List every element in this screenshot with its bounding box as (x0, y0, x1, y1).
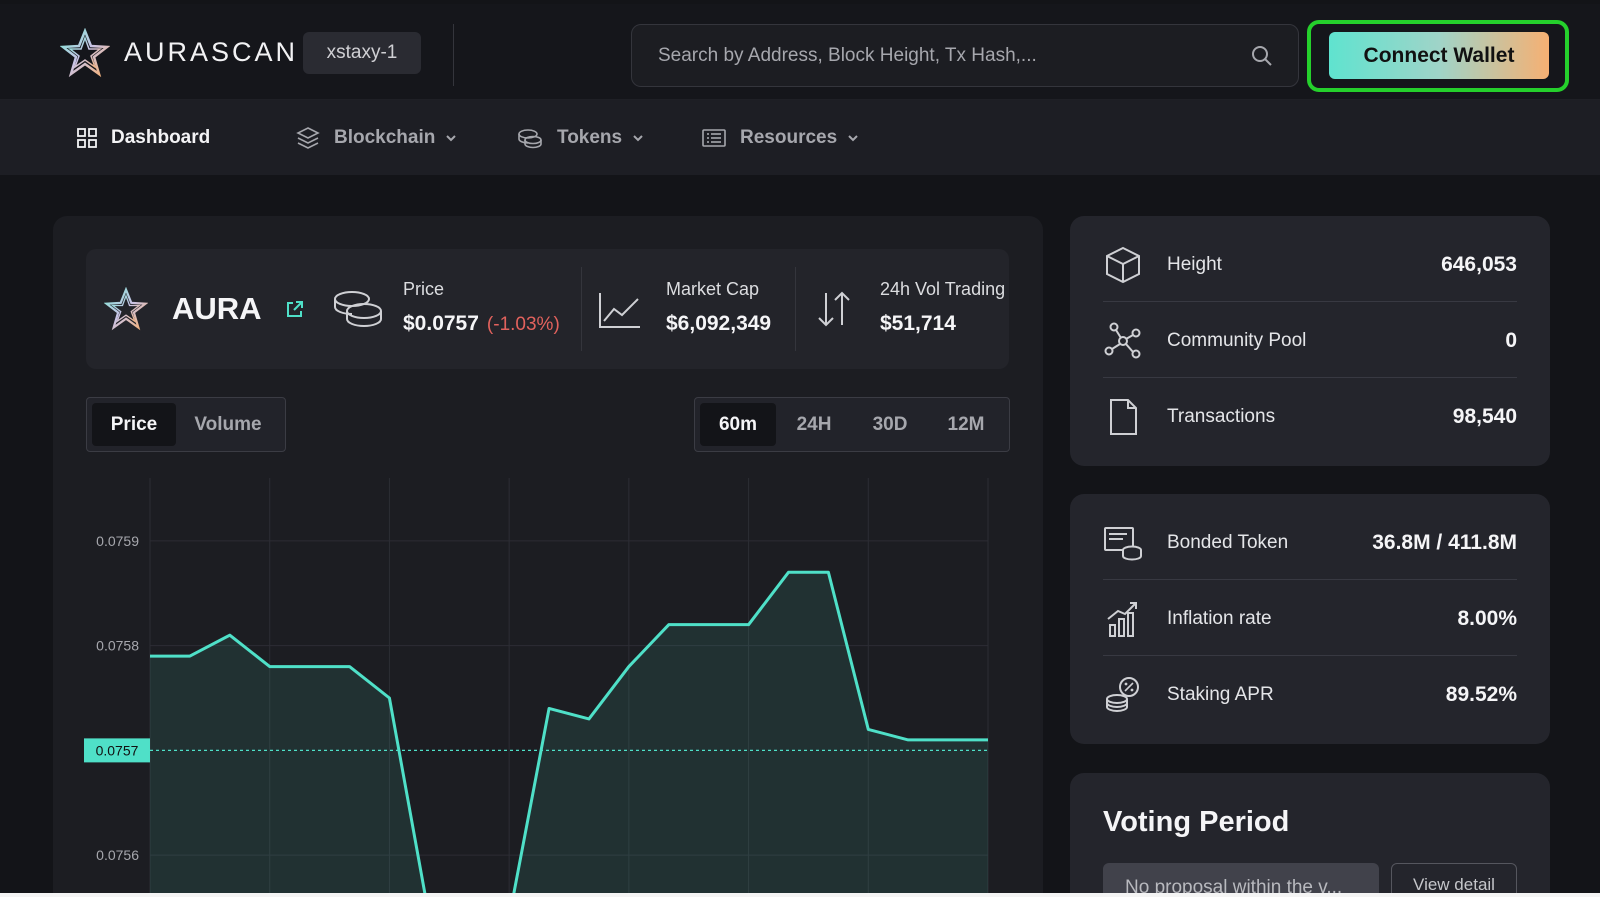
header-divider (453, 24, 454, 86)
network-icon (1104, 322, 1141, 358)
stat-row-height: Height 646,053 (1103, 228, 1517, 302)
nav-label: Blockchain (334, 126, 436, 148)
price-panel: AURA Price $0.0757 (-1.03%) Market Cap $6… (53, 216, 1043, 897)
main-nav: Dashboard Blockchain Tokens Reso (0, 100, 1600, 175)
bottom-edge (0, 893, 1600, 897)
cube-icon (1106, 246, 1140, 283)
staking-stats-panel: Bonded Token 36.8M / 411.8M Inflation ra… (1070, 494, 1550, 744)
nav-item-resources[interactable]: Resources (702, 100, 859, 175)
layers-icon (296, 126, 320, 149)
metric-toggle: Price Volume (86, 397, 286, 452)
y-tick-label: 0.0758 (96, 638, 139, 654)
price-area (150, 572, 988, 897)
stat-label: Height (1167, 253, 1222, 275)
no-proposal-message: No proposal within the v... (1103, 863, 1379, 897)
network-stats-panel: Height 646,053 Community Pool 0 Transact… (1070, 216, 1550, 466)
stat-row-inflation-rate: Inflation rate 8.00% (1103, 582, 1517, 656)
tab-24h[interactable]: 24H (776, 403, 852, 446)
price-label: Price (403, 279, 445, 299)
vol-label: 24h Vol Trading (880, 279, 1006, 299)
percent-coins-icon (1106, 677, 1139, 713)
nav-label: Tokens (557, 126, 623, 148)
bonded-token-icon (1104, 526, 1142, 561)
range-toggle: 60m 24H 30D 12M (694, 397, 1010, 452)
grid-icon (77, 127, 97, 148)
price-value: $0.0757 (403, 312, 479, 335)
search-box[interactable] (631, 24, 1299, 87)
nav-label: Dashboard (111, 126, 211, 148)
token-summary-card: AURA Price $0.0757 (-1.03%) Market Cap $6… (86, 249, 1009, 369)
connect-wallet-highlight (1307, 20, 1569, 92)
connect-wallet-button[interactable]: Connect Wallet (1329, 32, 1549, 79)
tab-60m[interactable]: 60m (700, 403, 776, 446)
stat-label: Staking APR (1167, 684, 1274, 705)
stat-value: 36.8M / 411.8M (1372, 530, 1517, 554)
chain-id-badge[interactable]: xstaxy-1 (303, 32, 421, 74)
growth-chart-icon (1107, 601, 1137, 637)
chevron-down-icon (446, 134, 457, 141)
voting-title: Voting Period (1103, 806, 1290, 838)
brand-name[interactable]: AURASCAN (124, 37, 299, 67)
nav-item-dashboard[interactable]: Dashboard (77, 100, 210, 175)
aurascan-logo-icon[interactable] (60, 28, 110, 78)
stat-value: 98,540 (1452, 405, 1517, 428)
view-detail-button[interactable]: View detail (1391, 863, 1517, 897)
voting-panel: Voting Period No proposal within the v..… (1070, 773, 1550, 897)
y-tick-label: 0.0756 (96, 847, 139, 863)
file-icon (1110, 399, 1137, 435)
price-value-line: $0.0757 (-1.03%) (403, 312, 560, 336)
search-input[interactable] (658, 25, 1248, 86)
stat-label: Inflation rate (1167, 607, 1272, 629)
stat-row-community-pool: Community Pool 0 (1103, 304, 1517, 378)
price-chart[interactable]: 0.0759 0.0758 0.0756 0.0757 (53, 478, 1043, 897)
stat-label: Bonded Token (1167, 531, 1289, 553)
coins-icon (334, 291, 382, 328)
stat-label: Community Pool (1167, 329, 1307, 351)
search-icon[interactable] (1250, 44, 1274, 68)
market-cap-label: Market Cap (666, 279, 760, 299)
price-line (150, 570, 988, 897)
stat-value: 89.52% (1445, 683, 1517, 706)
tab-30d[interactable]: 30D (852, 403, 928, 446)
price-change: (-1.03%) (486, 314, 560, 335)
tab-price[interactable]: Price (92, 403, 176, 446)
market-cap-value: $6,092,349 (666, 312, 772, 335)
stat-row-bonded-token: Bonded Token 36.8M / 411.8M (1103, 506, 1517, 580)
stat-row-staking-apr: Staking APR 89.52% (1103, 658, 1517, 732)
nav-item-tokens[interactable]: Tokens (517, 100, 644, 175)
card-divider (581, 267, 582, 351)
nav-label: Resources (740, 126, 838, 148)
card-divider (795, 267, 796, 351)
external-link-icon[interactable] (285, 299, 305, 319)
stat-value: 646,053 (1441, 252, 1517, 276)
coins-icon (518, 128, 542, 148)
vol-value: $51,714 (880, 312, 956, 335)
stat-value: 8.00% (1457, 606, 1517, 630)
y-tick-label: 0.0759 (96, 533, 139, 549)
current-price-label: 0.0757 (96, 742, 139, 758)
stat-label: Transactions (1167, 406, 1276, 427)
chevron-down-icon (848, 134, 858, 141)
top-bar: AURASCAN xstaxy-1 Connect Wallet (0, 4, 1600, 100)
document-list-icon (702, 128, 726, 147)
current-price-tag (84, 738, 150, 763)
nav-item-blockchain[interactable]: Blockchain (296, 100, 457, 175)
chevron-down-icon (633, 134, 643, 141)
stat-row-transactions: Transactions 98,540 (1103, 380, 1517, 454)
tab-12m[interactable]: 12M (928, 403, 1004, 446)
tab-volume[interactable]: Volume (176, 403, 280, 446)
aura-token-icon (104, 287, 148, 331)
arrows-updown-icon (818, 291, 850, 327)
stat-value: 0 (1505, 328, 1517, 352)
token-symbol: AURA (172, 291, 262, 326)
line-chart-icon (599, 293, 640, 328)
